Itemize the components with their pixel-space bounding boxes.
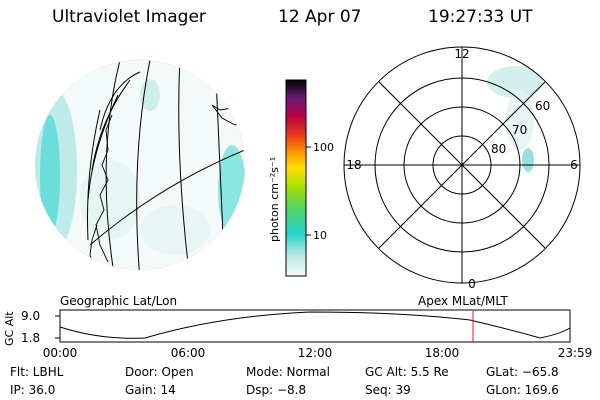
colorbar-label-100: 100: [313, 141, 334, 154]
mlat-label-80: 80: [491, 142, 506, 156]
glon-info: GLon: 169.6: [486, 383, 559, 397]
y-tick-label-1-8: 1.8: [21, 331, 40, 345]
x-tick-label-2359: 23:59: [558, 346, 593, 360]
x-tick-label-0000: 00:00: [43, 346, 78, 360]
colorbar-unit-label: photon cm⁻²s⁻¹: [268, 157, 281, 242]
altitude-timeline: 9.0 1.8 GC Alt 00:00 06:00 12:00 18:00 2…: [3, 309, 592, 360]
x-tick-label-1800: 18:00: [425, 346, 460, 360]
map-label: Geographic Lat/Lon: [60, 294, 177, 308]
geographic-map: [34, 59, 246, 271]
colorbar-label-10: 10: [313, 229, 327, 242]
altitude-curve: [59, 311, 571, 339]
map-border: [34, 59, 246, 271]
polar-emission: [487, 66, 543, 172]
app-title: Ultraviolet Imager: [52, 7, 206, 27]
timeline-frame: [59, 309, 571, 343]
x-tick-label-1200: 12:00: [298, 346, 333, 360]
mlt-label-0: 0: [468, 277, 476, 291]
gc-alt-info: GC Alt: 5.5 Re: [365, 365, 449, 379]
time-label: 19:27:33 UT: [428, 7, 533, 27]
dsp-info: Dsp: −8.8: [246, 383, 307, 397]
mode-info: Mode: Normal: [246, 365, 330, 379]
gain-info: Gain: 14: [125, 383, 176, 397]
colorbar: 100 10 photon cm⁻²s⁻¹: [268, 79, 334, 277]
date-label: 12 Apr 07: [278, 7, 362, 27]
polar-label: Apex MLat/MLT: [418, 294, 508, 308]
door-info: Door: Open: [125, 365, 194, 379]
seq-info: Seq: 39: [365, 383, 411, 397]
mlat-label-70: 70: [512, 123, 527, 137]
polar-grid: [343, 46, 581, 284]
y-tick-label-9: 9.0: [21, 309, 40, 323]
mlat-label-60: 60: [535, 99, 550, 113]
filter-info: Flt: LBHL: [10, 365, 64, 379]
colorbar-gradient: [285, 79, 307, 277]
timeline-y-label: GC Alt: [3, 311, 16, 346]
mlt-label-6: 6: [570, 158, 578, 172]
glat-info: GLat: −65.8: [486, 365, 559, 379]
auroral-emission: [35, 79, 245, 255]
ip-info: IP: 36.0: [10, 383, 56, 397]
x-tick-label-0600: 06:00: [171, 346, 206, 360]
mlt-label-18: 18: [346, 158, 361, 172]
mlt-label-12: 12: [454, 47, 469, 61]
polar-plot: 12 18 6 0 60 70 80: [343, 46, 581, 291]
